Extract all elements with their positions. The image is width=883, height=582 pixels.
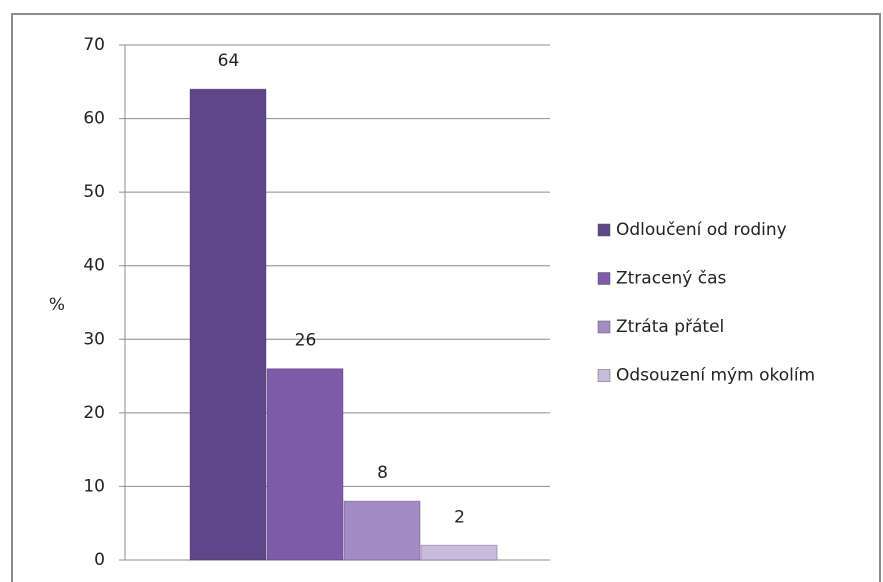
y-tick-label: 0 (94, 550, 105, 570)
y-axis-label: % (49, 295, 65, 315)
y-tick-label: 40 (83, 256, 105, 276)
y-tick-label: 20 (83, 403, 105, 423)
legend-swatch (597, 320, 611, 334)
bar (343, 500, 421, 561)
y-tick-label: 30 (83, 329, 105, 349)
legend-swatch (597, 272, 611, 285)
y-tick-label: 60 (83, 109, 105, 129)
legend-swatch (597, 223, 611, 237)
data-label: 64 (218, 51, 240, 71)
bar (266, 368, 344, 561)
y-tick-label: 70 (83, 35, 105, 55)
data-label: 26 (295, 331, 317, 351)
legend-label: Ztráta přátel (616, 317, 724, 337)
bar (420, 544, 498, 561)
chart-border (11, 13, 881, 582)
y-tick-label: 50 (83, 182, 105, 202)
data-label: 2 (454, 507, 465, 527)
y-tick-label: 10 (83, 476, 105, 496)
data-label: 8 (377, 463, 388, 483)
legend-label: Odsouzení mým okolím (616, 366, 815, 386)
legend-swatch (597, 369, 611, 382)
bar (189, 88, 267, 561)
legend-label: Ztracený čas (616, 269, 727, 289)
legend-label: Odloučení od rodiny (616, 220, 787, 240)
